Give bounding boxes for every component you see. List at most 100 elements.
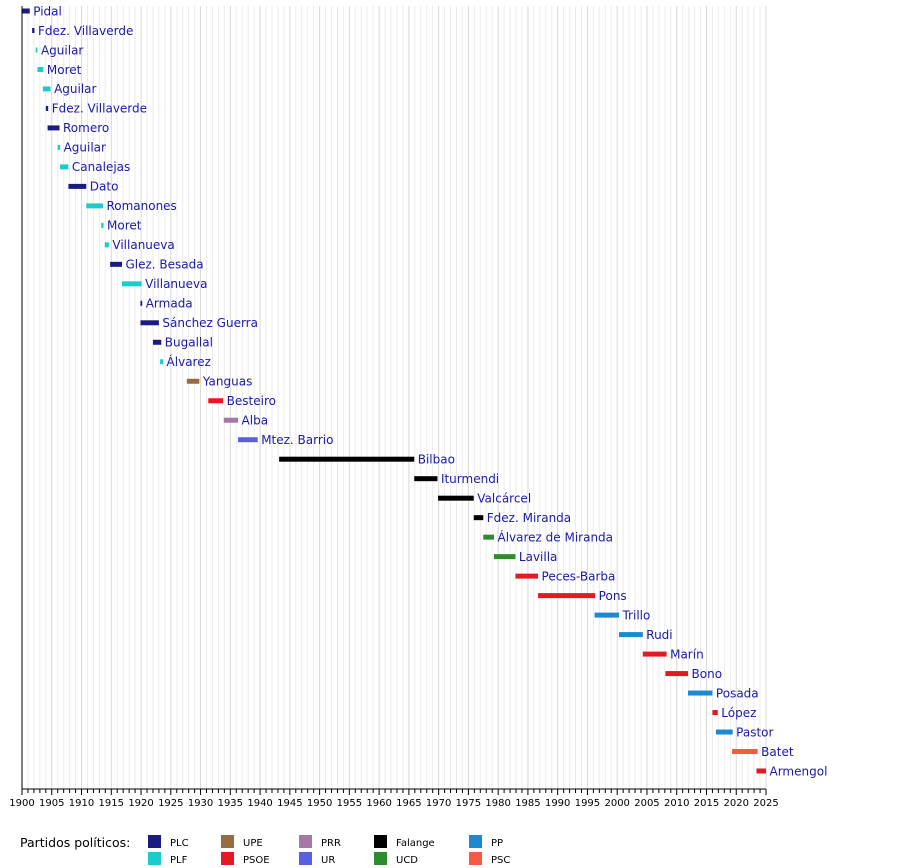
bar-label: Canalejas	[72, 160, 130, 174]
bar-label: Fdez. Villaverde	[38, 24, 133, 38]
bar-plf	[101, 222, 104, 228]
x-tick-label: 1915	[99, 798, 124, 809]
bar-plc	[47, 125, 60, 131]
bar-psoe	[538, 593, 596, 599]
bar-psoe	[515, 573, 539, 579]
legend-title: Partidos políticos:	[20, 835, 130, 850]
bar-label: Sánchez Guerra	[162, 316, 258, 330]
legend-label-prr: PRR	[321, 838, 341, 849]
bar-label: Glez. Besada	[125, 258, 203, 272]
bar-label: Posada	[716, 686, 759, 700]
bar-label: Bono	[692, 667, 723, 681]
bar-label: Pidal	[33, 4, 62, 18]
bar-label: Yanguas	[202, 375, 252, 389]
bar-label: Bilbao	[418, 453, 455, 467]
bar-plc	[32, 27, 35, 33]
x-tick-label: 1945	[277, 798, 302, 809]
x-tick-label: 1935	[218, 798, 243, 809]
bar-label: Aguilar	[54, 82, 96, 96]
bar-plc	[152, 339, 162, 345]
bar-plf	[86, 203, 103, 209]
legend-swatch-plf	[148, 852, 161, 865]
bar-plf	[60, 164, 69, 170]
bar-label: Mtez. Barrio	[261, 433, 333, 447]
x-tick-label: 1980	[485, 798, 510, 809]
x-tick-label: 2005	[634, 798, 659, 809]
x-tick-label: 1940	[247, 798, 272, 809]
bar-label: Dato	[90, 180, 119, 194]
bar-psoe	[208, 398, 224, 404]
bar-label: Peces-Barba	[542, 569, 616, 583]
bar-ucd	[493, 554, 516, 560]
legend-swatch-upe	[221, 835, 234, 848]
legend: Partidos políticos: PLC PLF UPE PSOE PRR UR Fa…	[20, 835, 510, 866]
x-ticks: 1900 1905 1910 1915 1920 1925 1930 1935 1940 1945…	[9, 789, 779, 809]
bar-pp	[716, 729, 733, 735]
bar-label: Villanueva	[145, 277, 207, 291]
bar-plf	[37, 66, 44, 72]
bar-label: Romanones	[106, 199, 176, 213]
bar-falange	[279, 456, 415, 462]
legend-swatch-plc	[148, 835, 161, 848]
bar-psoe	[665, 671, 689, 677]
bar-label: Lavilla	[519, 550, 558, 564]
bar-falange	[473, 515, 484, 521]
legend-swatch-psoe	[221, 852, 234, 865]
bar-label: Besteiro	[227, 394, 276, 408]
bar-plf	[160, 359, 164, 365]
legend-swatch-ur	[299, 852, 312, 865]
grid-lines	[21, 6, 767, 789]
bar-label: Armada	[146, 297, 193, 311]
bar-label: Moret	[107, 219, 142, 233]
bar-label: Alba	[242, 414, 269, 428]
bar-plc	[140, 300, 143, 306]
bar-label: Bugallal	[165, 336, 213, 350]
legend-label-plc: PLC	[170, 838, 189, 849]
legend-swatch-pp	[469, 835, 482, 848]
bar-label: López	[721, 706, 756, 720]
bar-label: Batet	[761, 745, 794, 759]
x-tick-label: 1910	[69, 798, 94, 809]
bar-plc	[68, 183, 87, 189]
bar-plc	[45, 105, 49, 111]
legend-label-plf: PLF	[170, 855, 188, 866]
x-tick-label: 1925	[158, 798, 183, 809]
bar-label: Aguilar	[64, 141, 106, 155]
bar-label: Valcárcel	[477, 491, 531, 505]
bar-label: Aguilar	[41, 43, 83, 57]
legend-label-psc: PSC	[491, 855, 510, 866]
legend-label-falange: Falange	[396, 838, 435, 849]
bar-falange	[414, 476, 438, 482]
x-tick-label: 1975	[456, 798, 481, 809]
bar-label: Iturmendi	[441, 472, 499, 486]
x-tick-label: 2010	[664, 798, 689, 809]
legend-swatch-prr	[299, 835, 312, 848]
bar-label: Fdez. Villaverde	[52, 102, 147, 116]
legend-label-ur: UR	[321, 855, 335, 866]
bar-psoe	[756, 768, 766, 774]
bar-label: Armengol	[770, 764, 828, 778]
bar-pp	[618, 632, 643, 638]
bar-label: Rudi	[646, 628, 672, 642]
bar-labels-layer: Pidal Fdez. Villaverde Aguilar Moret Aguilar…	[33, 4, 827, 778]
x-tick-label: 1920	[128, 798, 153, 809]
bar-pp	[688, 690, 713, 696]
bar-plf	[42, 86, 51, 92]
bar-label: Pons	[599, 589, 627, 603]
legend-label-pp: PP	[491, 838, 503, 849]
bar-label: Álvarez de Miranda	[497, 529, 613, 544]
bar-plf	[35, 47, 38, 53]
x-tick-label: 1950	[307, 798, 332, 809]
legend-swatch-falange	[374, 835, 387, 848]
x-tick-label: 1990	[545, 798, 570, 809]
legend-label-upe: UPE	[243, 838, 263, 849]
x-tick-label: 1965	[396, 798, 421, 809]
legend-label-ucd: UCD	[396, 855, 418, 866]
bar-label: Álvarez	[167, 354, 211, 369]
bar-psoe	[712, 710, 718, 716]
bar-plc	[22, 8, 30, 14]
bar-label: Villanueva	[112, 238, 174, 252]
bar-pp	[594, 612, 619, 618]
legend-swatch-ucd	[374, 852, 387, 865]
